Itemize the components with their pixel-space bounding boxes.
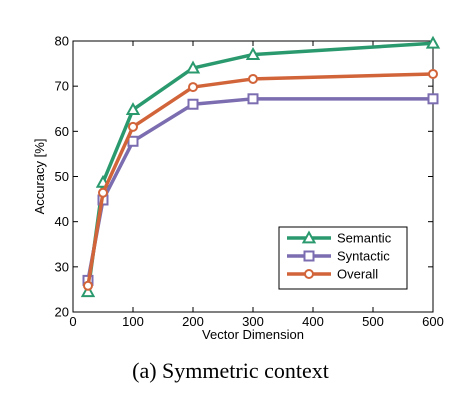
legend-marker-syntactic [303, 250, 315, 262]
data-point-syntactic [427, 93, 439, 105]
data-point-semantic [80, 284, 96, 298]
legend: Semantic Syntactic Overall [278, 226, 408, 290]
legend-label-syntactic: Syntactic [337, 249, 390, 264]
y-tick-label: 60 [55, 124, 69, 139]
x-tick-label: 400 [302, 314, 324, 329]
legend-label-semantic: Semantic [337, 231, 392, 246]
data-point-syntactic [247, 93, 259, 105]
data-point-syntactic [187, 98, 199, 110]
data-point-overall [98, 187, 108, 198]
legend-marker-semantic [301, 230, 317, 244]
y-tick-label: 50 [55, 169, 69, 184]
x-axis-label: Vector Dimension [202, 327, 304, 342]
data-point-overall [128, 121, 138, 132]
legend-label-overall: Overall [337, 267, 378, 282]
series-overall [83, 68, 438, 291]
x-tick-label: 600 [422, 314, 444, 329]
series-line-overall [86, 72, 434, 287]
data-point-semantic [125, 102, 141, 116]
y-tick-label: 80 [55, 34, 69, 49]
y-tick-label: 70 [55, 79, 69, 94]
data-point-overall [188, 82, 198, 93]
x-tick-label: 500 [362, 314, 384, 329]
legend-marker-overall [304, 269, 314, 279]
y-axis-label: Accuracy [%] [32, 139, 47, 215]
data-point-overall [83, 280, 93, 291]
data-point-overall [428, 68, 438, 79]
y-tick-label: 30 [55, 259, 69, 274]
x-tick-label: 300 [242, 314, 264, 329]
data-point-overall [248, 73, 258, 84]
x-tick-label: 0 [69, 314, 76, 329]
y-tick-label: 20 [55, 305, 69, 320]
data-point-syntactic [127, 135, 139, 147]
y-tick-label: 40 [55, 214, 69, 229]
figure-caption: (a) Symmetric context [132, 358, 329, 383]
data-point-semantic [425, 35, 441, 49]
data-point-semantic [185, 60, 201, 74]
x-tick-label: 200 [182, 314, 204, 329]
line-chart: 0 100 200 300 400 500 600 20 30 40 50 60 70 80 Semant… [32, 34, 444, 343]
x-tick-label: 100 [122, 314, 144, 329]
data-point-semantic [245, 46, 261, 60]
